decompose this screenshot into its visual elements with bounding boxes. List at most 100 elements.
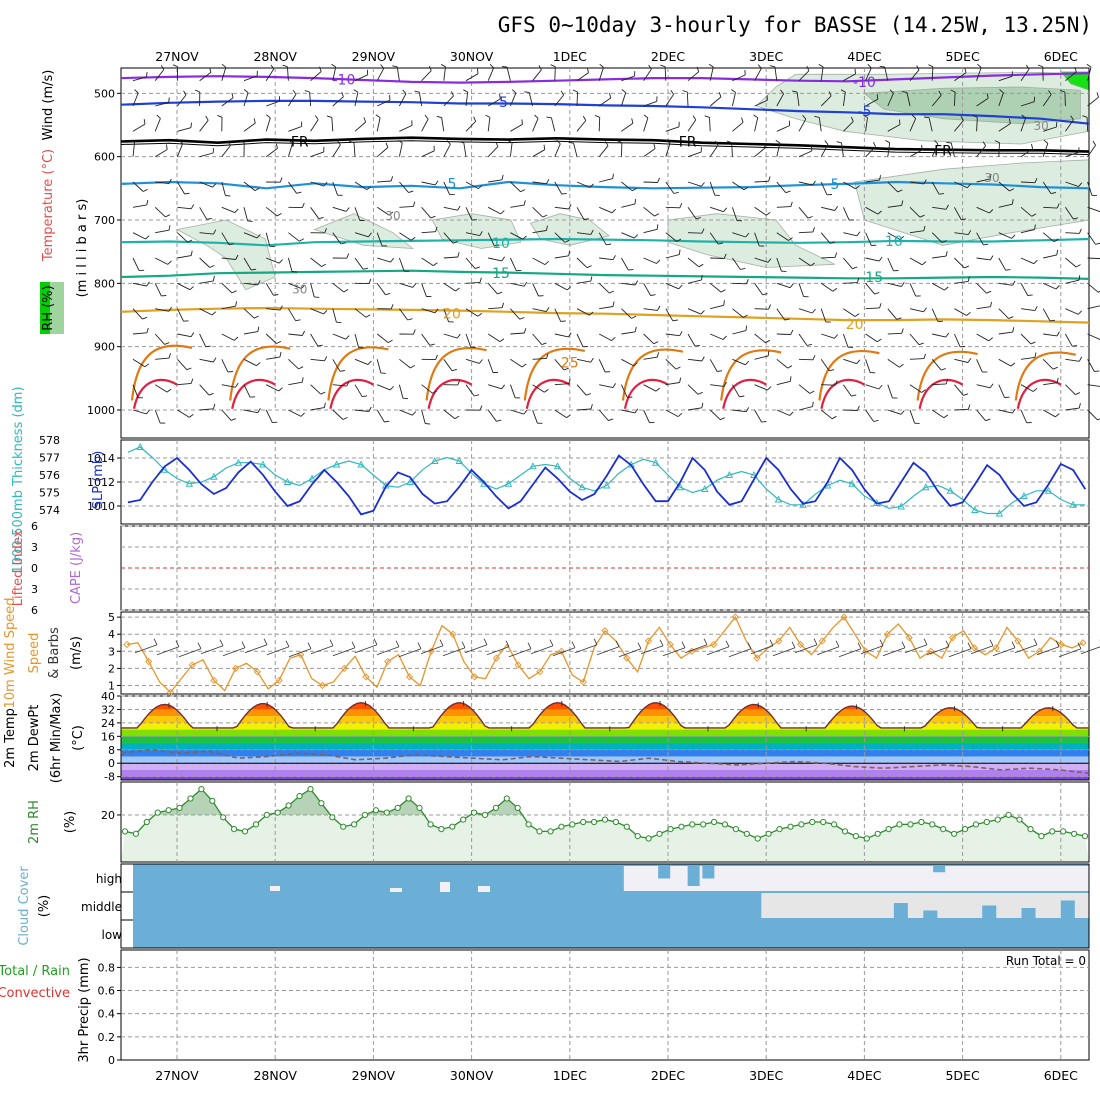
wind-barb-flag bbox=[1011, 199, 1014, 205]
wind-barb bbox=[332, 206, 347, 212]
wind-barb bbox=[731, 207, 738, 221]
wind-barb-flag bbox=[446, 140, 451, 145]
wind-10m-barb bbox=[134, 644, 158, 654]
temperature-tick-label: 24 bbox=[101, 717, 115, 730]
wind-barb bbox=[550, 117, 556, 132]
wind-speed-point bbox=[992, 644, 1000, 652]
wind-barb-flag bbox=[541, 342, 547, 346]
wind-10m-barb bbox=[640, 645, 664, 655]
wind-barb-flag bbox=[257, 326, 260, 332]
wind-barb-flag bbox=[740, 267, 746, 270]
wind-barb-flag bbox=[501, 384, 506, 390]
wind-barb-flag bbox=[812, 401, 814, 407]
wind-barb-flag bbox=[873, 419, 879, 422]
wind-barb bbox=[398, 142, 403, 157]
wind-barb-flag bbox=[568, 378, 571, 384]
wind-barb bbox=[1043, 382, 1058, 386]
wind-barb bbox=[332, 308, 337, 323]
wind-barb bbox=[487, 333, 501, 342]
rh2m-units-label: (%) bbox=[63, 811, 78, 834]
wind-barb bbox=[1087, 66, 1092, 81]
wind-barb bbox=[798, 181, 813, 186]
wind-barb-flag bbox=[319, 66, 322, 72]
wind-barb-flag bbox=[809, 390, 815, 394]
wind-10m-barb-flag bbox=[329, 639, 334, 646]
rh2m-point bbox=[547, 828, 554, 835]
temp-color-band bbox=[121, 756, 1089, 764]
wind-barb bbox=[376, 117, 381, 132]
run-total-text: Run Total = 0 bbox=[1006, 954, 1086, 968]
wind-barb-flag bbox=[832, 287, 838, 292]
wind-barbs-axis-label: & Barbs bbox=[47, 627, 62, 679]
wind-barb-flag bbox=[854, 313, 860, 317]
date-label-bottom: 29NOV bbox=[352, 1068, 396, 1083]
wind-barb bbox=[354, 181, 367, 190]
wind-barb-flag bbox=[476, 68, 479, 74]
rh2m-point bbox=[525, 821, 532, 828]
wind-10m-barb bbox=[750, 645, 774, 655]
wind-barb bbox=[154, 149, 168, 158]
thickness-point bbox=[971, 506, 979, 513]
wind-barb bbox=[820, 232, 831, 244]
wind-barb bbox=[599, 306, 614, 310]
wind-barb-flag bbox=[235, 301, 238, 307]
wind-barb bbox=[532, 206, 544, 218]
wind-10m-barb-flag bbox=[307, 642, 312, 649]
wind-barb-flag bbox=[362, 395, 368, 398]
wind-barb-flag bbox=[291, 271, 298, 273]
rh2m-point bbox=[623, 823, 630, 830]
isotherm-label: FR bbox=[291, 134, 309, 150]
wind-barb bbox=[509, 257, 517, 271]
wind-barb-flag bbox=[654, 213, 660, 217]
wind-barb-flag bbox=[524, 91, 530, 93]
wind-barb-flag bbox=[458, 141, 464, 144]
wind-barb-flag bbox=[1031, 213, 1037, 217]
wind-barb-flag bbox=[278, 259, 283, 264]
wind-barb bbox=[976, 67, 982, 81]
wind-barb-flag bbox=[678, 284, 683, 290]
wind-barb-flag bbox=[673, 191, 679, 194]
wind-speed-point bbox=[970, 644, 979, 652]
wind-barb bbox=[687, 151, 702, 158]
thickness-point bbox=[897, 502, 905, 510]
precip-axis-label: 3hr Precip (mm) bbox=[77, 957, 92, 1062]
pressure-tick-label: 1000 bbox=[87, 404, 115, 417]
wind-barb bbox=[732, 330, 747, 335]
wind-barb bbox=[820, 359, 830, 372]
wind-speed-tick-label: 1 bbox=[108, 679, 115, 692]
wind-barb bbox=[532, 357, 547, 360]
wind-barb-flag bbox=[1074, 66, 1077, 73]
cloud-level-label: high bbox=[96, 872, 122, 886]
wind-barb-flag bbox=[1078, 403, 1081, 409]
wind-barb-flag bbox=[414, 90, 420, 93]
wind-barb-flag bbox=[205, 115, 209, 121]
wind-barb-flag bbox=[320, 391, 326, 395]
rh2m-point bbox=[558, 823, 565, 830]
wind-barb-flag bbox=[234, 208, 239, 213]
lifted-index-axis-label: Lifted Index bbox=[11, 529, 26, 606]
wind-barb bbox=[931, 181, 940, 195]
wind-barb bbox=[798, 150, 812, 158]
wind-10m-barb-flag bbox=[263, 638, 268, 645]
wind-barb bbox=[399, 205, 414, 208]
wind-10m-barb bbox=[398, 648, 422, 658]
wind-barb bbox=[443, 333, 458, 339]
wind-barb bbox=[510, 282, 525, 287]
wind-barb-flag bbox=[824, 140, 829, 145]
wind-10m-barb-flag bbox=[395, 640, 400, 647]
wind-barb-flag bbox=[1030, 341, 1036, 345]
wind-barb bbox=[576, 408, 592, 411]
wind-barb bbox=[709, 96, 722, 107]
wind-10m-barb-flag bbox=[505, 640, 510, 647]
wind-barb bbox=[954, 280, 969, 284]
isotherm-label: FR bbox=[934, 143, 952, 159]
wind-barb bbox=[288, 232, 300, 242]
wind-10m-barb bbox=[948, 648, 972, 658]
wind-barb-flag bbox=[634, 326, 637, 332]
wind-barb bbox=[288, 409, 302, 417]
wind-barb-flag bbox=[1078, 275, 1081, 281]
wind-barb bbox=[310, 71, 322, 82]
wind-barb-flag bbox=[586, 265, 592, 269]
wind-barb bbox=[1020, 117, 1027, 132]
wind-barb-flag bbox=[454, 415, 460, 419]
